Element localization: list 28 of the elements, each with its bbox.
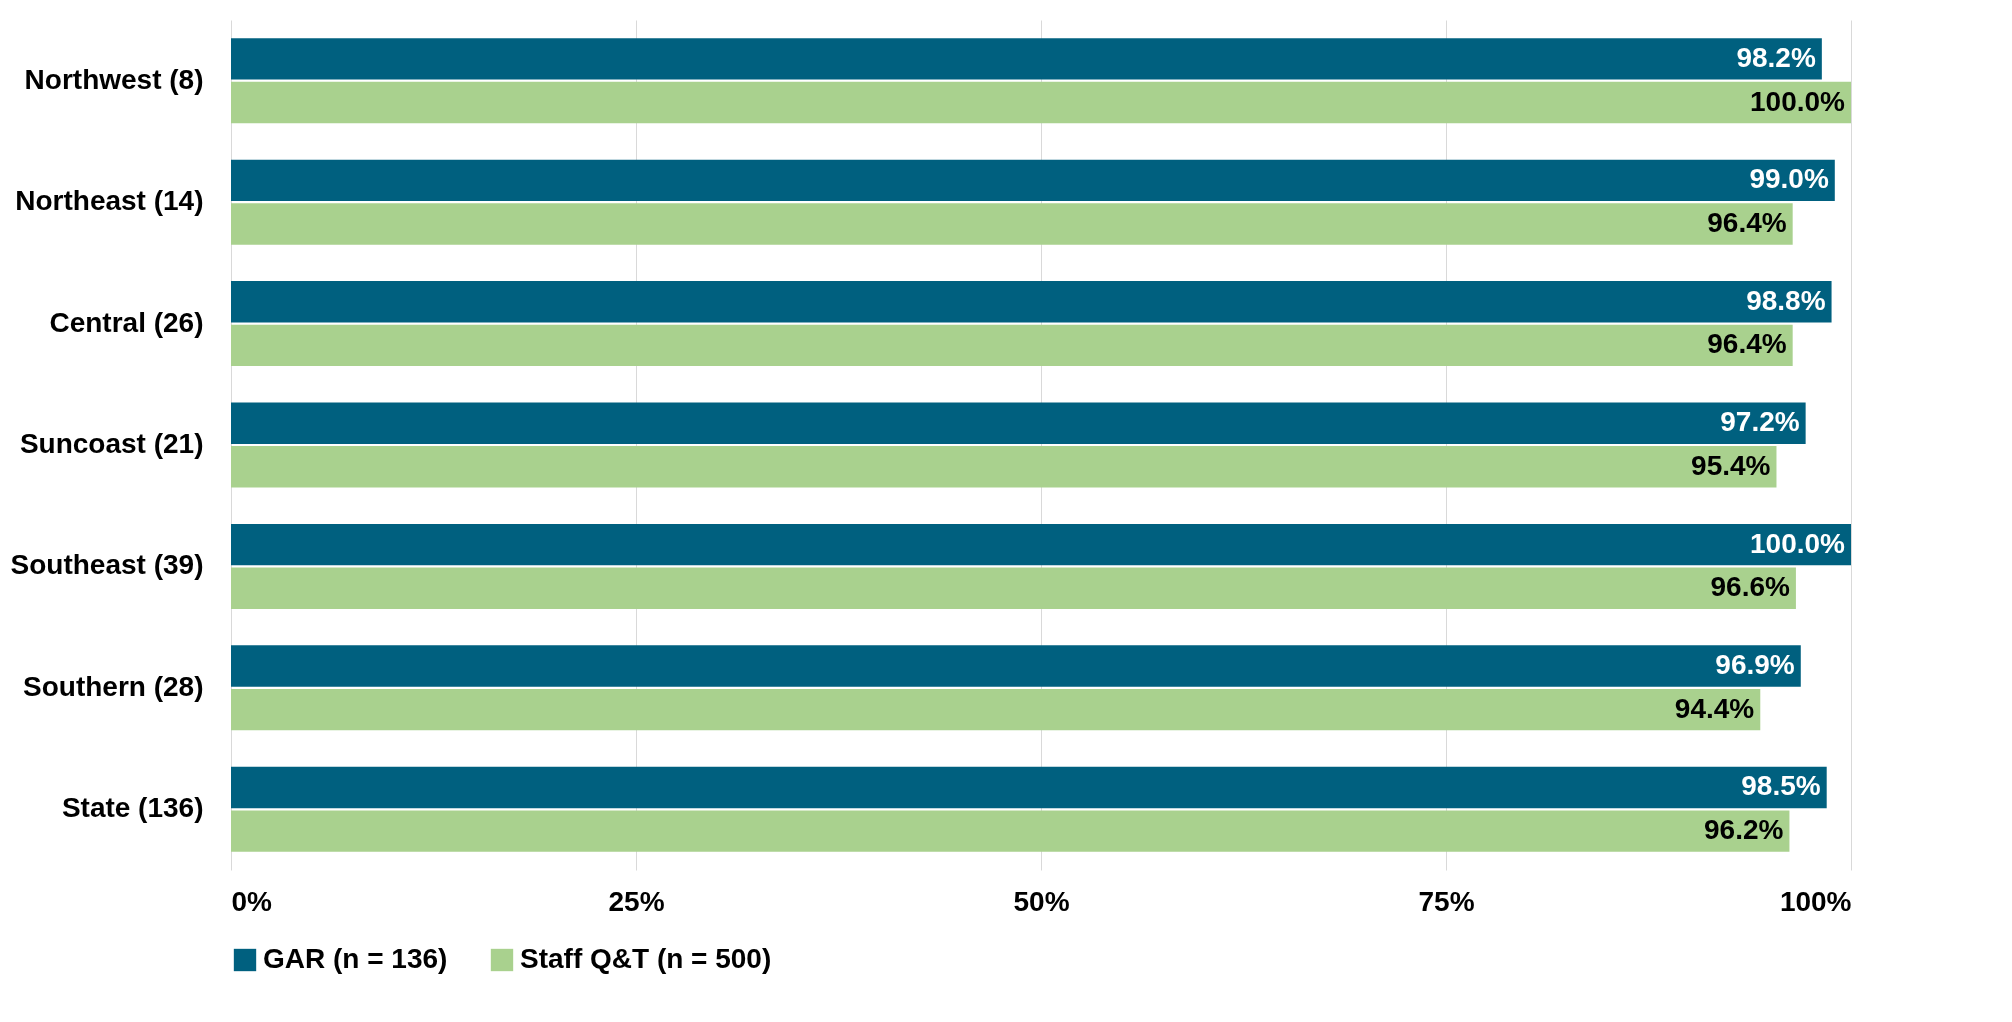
y-tick-label: Southeast (39): [10, 549, 204, 581]
data-label: 99.0%: [1749, 163, 1829, 195]
data-label: 96.6%: [1710, 571, 1791, 603]
legend-label: Staff Q&T (n = 500): [520, 943, 772, 974]
data-label: 98.2%: [1736, 41, 1816, 73]
y-tick-label: State (136): [61, 792, 204, 824]
data-label: 98.8%: [1746, 284, 1826, 316]
data-label: 96.2%: [1704, 814, 1784, 846]
y-tick-label: Central (26): [49, 306, 204, 338]
data-label: 95.4%: [1691, 449, 1771, 481]
legend-label: GAR (n = 136): [263, 943, 448, 974]
data-label: 96.9%: [1715, 649, 1795, 681]
data-label: 98.5%: [1741, 770, 1821, 802]
y-tick-label: Northwest (8): [24, 63, 204, 95]
y-tick-label: Southern (28): [23, 670, 204, 702]
y-tick-label: Suncoast (21): [19, 428, 204, 459]
data-label: 100.0%: [1750, 527, 1846, 559]
data-label: 94.4%: [1674, 692, 1755, 724]
x-tick-label: 50%: [1013, 885, 1070, 917]
data-label: 96.4%: [1707, 206, 1787, 238]
x-tick-label: 25%: [608, 885, 665, 917]
data-label: 97.2%: [1720, 406, 1800, 438]
data-label: 96.4%: [1707, 328, 1787, 360]
data-label: 100.0%: [1750, 85, 1846, 117]
x-tick-label: 75%: [1418, 885, 1475, 917]
y-tick-label: Northeast (14): [15, 185, 204, 217]
x-tick-label: 0%: [231, 885, 273, 917]
x-tick-label: 100%: [1779, 885, 1852, 917]
